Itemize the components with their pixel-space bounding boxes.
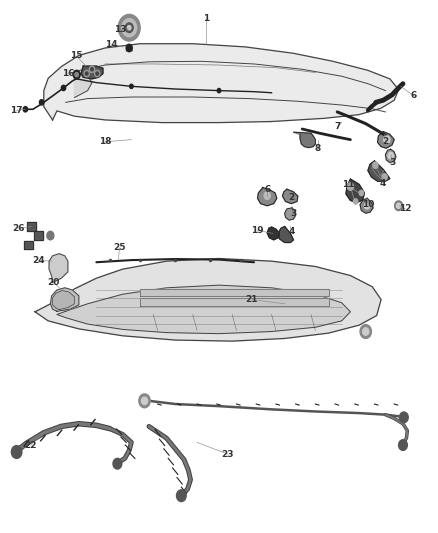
Circle shape — [95, 70, 100, 77]
Circle shape — [39, 100, 44, 105]
Polygon shape — [81, 66, 103, 79]
Polygon shape — [283, 189, 298, 204]
Circle shape — [217, 88, 221, 93]
Text: 7: 7 — [334, 123, 340, 131]
Polygon shape — [360, 198, 373, 213]
Circle shape — [11, 446, 22, 458]
Text: 4: 4 — [288, 228, 294, 236]
Text: 2: 2 — [382, 137, 389, 146]
Circle shape — [359, 190, 364, 196]
Circle shape — [85, 72, 88, 75]
Text: 3: 3 — [389, 158, 395, 167]
Polygon shape — [53, 290, 74, 310]
Text: 18: 18 — [99, 138, 111, 146]
Polygon shape — [57, 285, 350, 334]
Circle shape — [384, 136, 390, 143]
Circle shape — [264, 192, 270, 199]
Circle shape — [89, 66, 95, 72]
Text: 19: 19 — [251, 226, 264, 235]
Circle shape — [139, 394, 150, 408]
Polygon shape — [74, 72, 92, 98]
Polygon shape — [346, 179, 364, 203]
Text: 17: 17 — [11, 106, 23, 115]
Circle shape — [177, 490, 186, 502]
Text: 10: 10 — [362, 200, 374, 208]
Text: 13: 13 — [114, 25, 127, 34]
Circle shape — [84, 70, 89, 77]
Text: 3: 3 — [290, 209, 297, 217]
Text: 20: 20 — [47, 278, 60, 287]
Bar — [34, 231, 43, 240]
Circle shape — [23, 107, 28, 112]
Text: 12: 12 — [399, 205, 411, 213]
Circle shape — [353, 199, 358, 204]
Circle shape — [347, 183, 353, 190]
Text: 26: 26 — [13, 224, 25, 232]
Circle shape — [127, 26, 131, 30]
Bar — [24, 241, 33, 249]
Circle shape — [388, 152, 393, 159]
Circle shape — [382, 174, 387, 180]
Circle shape — [125, 23, 133, 33]
Text: 1: 1 — [203, 14, 209, 23]
Polygon shape — [50, 288, 79, 311]
Polygon shape — [385, 149, 396, 163]
Text: 6: 6 — [264, 185, 270, 193]
Circle shape — [118, 14, 140, 41]
Text: 25: 25 — [113, 244, 126, 252]
Text: 11: 11 — [342, 181, 354, 189]
Polygon shape — [44, 44, 399, 123]
Circle shape — [73, 70, 80, 79]
Bar — [27, 222, 36, 231]
Text: 23: 23 — [222, 450, 234, 458]
Circle shape — [122, 19, 137, 37]
Polygon shape — [278, 227, 293, 243]
Circle shape — [364, 203, 370, 209]
Text: 15: 15 — [71, 52, 83, 60]
Polygon shape — [140, 289, 328, 296]
Polygon shape — [293, 132, 315, 148]
Circle shape — [96, 72, 99, 75]
Polygon shape — [368, 161, 390, 181]
Text: 6: 6 — [411, 92, 417, 100]
Text: 21: 21 — [246, 295, 258, 304]
Circle shape — [399, 412, 408, 423]
Text: 8: 8 — [314, 144, 321, 152]
Text: 14: 14 — [106, 40, 118, 49]
Polygon shape — [267, 227, 279, 240]
Circle shape — [360, 325, 371, 338]
Circle shape — [91, 68, 93, 71]
Circle shape — [113, 458, 122, 469]
Circle shape — [75, 72, 78, 77]
Polygon shape — [140, 298, 328, 306]
Circle shape — [399, 440, 407, 450]
Text: 22: 22 — [25, 441, 37, 449]
Polygon shape — [285, 208, 296, 220]
Circle shape — [130, 84, 133, 88]
Text: 4: 4 — [380, 180, 386, 188]
Text: 2: 2 — [288, 193, 294, 201]
Polygon shape — [35, 259, 381, 341]
Circle shape — [61, 85, 66, 91]
Circle shape — [396, 203, 401, 208]
Polygon shape — [378, 132, 394, 148]
Polygon shape — [49, 254, 68, 282]
Text: 24: 24 — [32, 256, 44, 264]
Circle shape — [363, 328, 369, 335]
Polygon shape — [258, 188, 277, 206]
Text: 16: 16 — [62, 69, 74, 77]
Circle shape — [126, 44, 132, 52]
Circle shape — [373, 162, 378, 168]
Circle shape — [395, 201, 403, 211]
Circle shape — [141, 397, 148, 405]
Circle shape — [47, 231, 54, 240]
